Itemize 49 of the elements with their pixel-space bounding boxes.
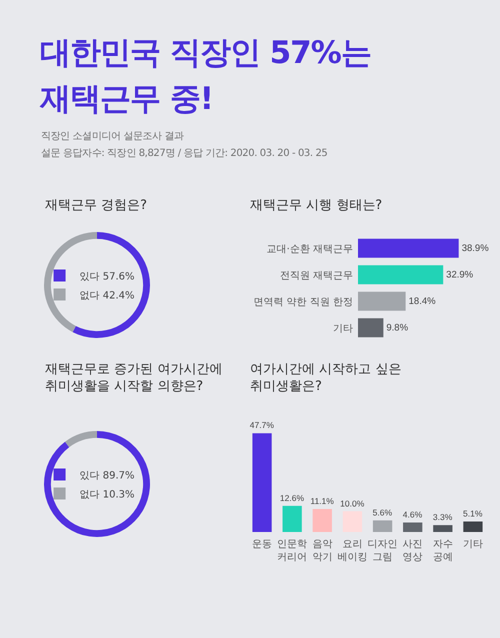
y-tick-label: 면역력 약한 직원 한정 <box>253 296 353 308</box>
x-tick-label: 음악 악기 <box>312 539 332 563</box>
data-label: 9.8% <box>386 322 409 334</box>
bar <box>403 522 422 532</box>
bar <box>358 238 459 258</box>
x-tick-label: 요리 베이킹 <box>337 539 368 563</box>
data-label: 12.6% <box>280 492 304 503</box>
data-label: 5.1% <box>463 508 483 518</box>
data-label: 11.1% <box>310 496 334 506</box>
bar <box>463 521 483 532</box>
bar <box>282 506 302 532</box>
y-tick-label: 교대·순환 재택근무 <box>266 244 353 255</box>
x-tick-label: 사진 영상 <box>402 539 423 563</box>
data-label: 3.3% <box>432 512 453 522</box>
donut-slice <box>65 431 97 448</box>
x-tick-label: 운동 <box>252 539 272 550</box>
text: 대한민국 직장인 57%는 재택근무 중! <box>40 34 371 119</box>
data-label: 10.0% <box>340 498 365 508</box>
chart-title: 여가시간에 시작하고 싶은 취미생활은? <box>250 362 402 394</box>
x-tick-label: 기타 <box>462 539 483 550</box>
bar <box>358 292 406 311</box>
legend-label: 있다 57.6% <box>80 271 135 282</box>
bar <box>372 520 392 532</box>
x-tick-label: 자수 공예 <box>432 539 453 563</box>
donut-slice <box>44 431 150 537</box>
legend-label: 있다 89.7% <box>80 470 135 482</box>
data-label: 38.9% <box>462 242 490 254</box>
x-tick-label: 디자인 그림 <box>368 539 398 563</box>
legend-label: 없다 10.3% <box>80 489 135 500</box>
data-label: 18.4% <box>408 296 436 307</box>
bar <box>252 433 272 532</box>
data-label: 47.7% <box>250 420 274 430</box>
bar <box>433 525 452 532</box>
data-label: 4.6% <box>402 509 423 520</box>
bar <box>358 318 384 338</box>
text: 직장인 소셜미디어 설문조사 결과 <box>41 130 185 144</box>
bar <box>312 509 332 532</box>
x-tick-label: 인문학 커리어 <box>277 539 308 563</box>
y-tick-label: 기타 <box>333 323 353 334</box>
bar <box>358 265 444 284</box>
data-label: 32.9% <box>446 269 474 280</box>
chart-title: 재택근무로 증가된 여가시간에 취미생활을 시작할 의향은? <box>45 362 222 394</box>
chart-title: 재택근무 시행 형태는? <box>250 198 382 214</box>
donut-slice <box>72 232 150 338</box>
data-label: 5.6% <box>372 507 392 518</box>
legend-label: 없다 42.4% <box>80 290 135 302</box>
text: 설문 응답자수: 직장인 8,827명 / 응답 기간: 2020. 03. 20 - 03. 25 <box>41 147 328 161</box>
chart-title: 재택근무 경험은? <box>45 198 148 214</box>
y-tick-label: 전직원 재택근무 <box>280 270 353 282</box>
